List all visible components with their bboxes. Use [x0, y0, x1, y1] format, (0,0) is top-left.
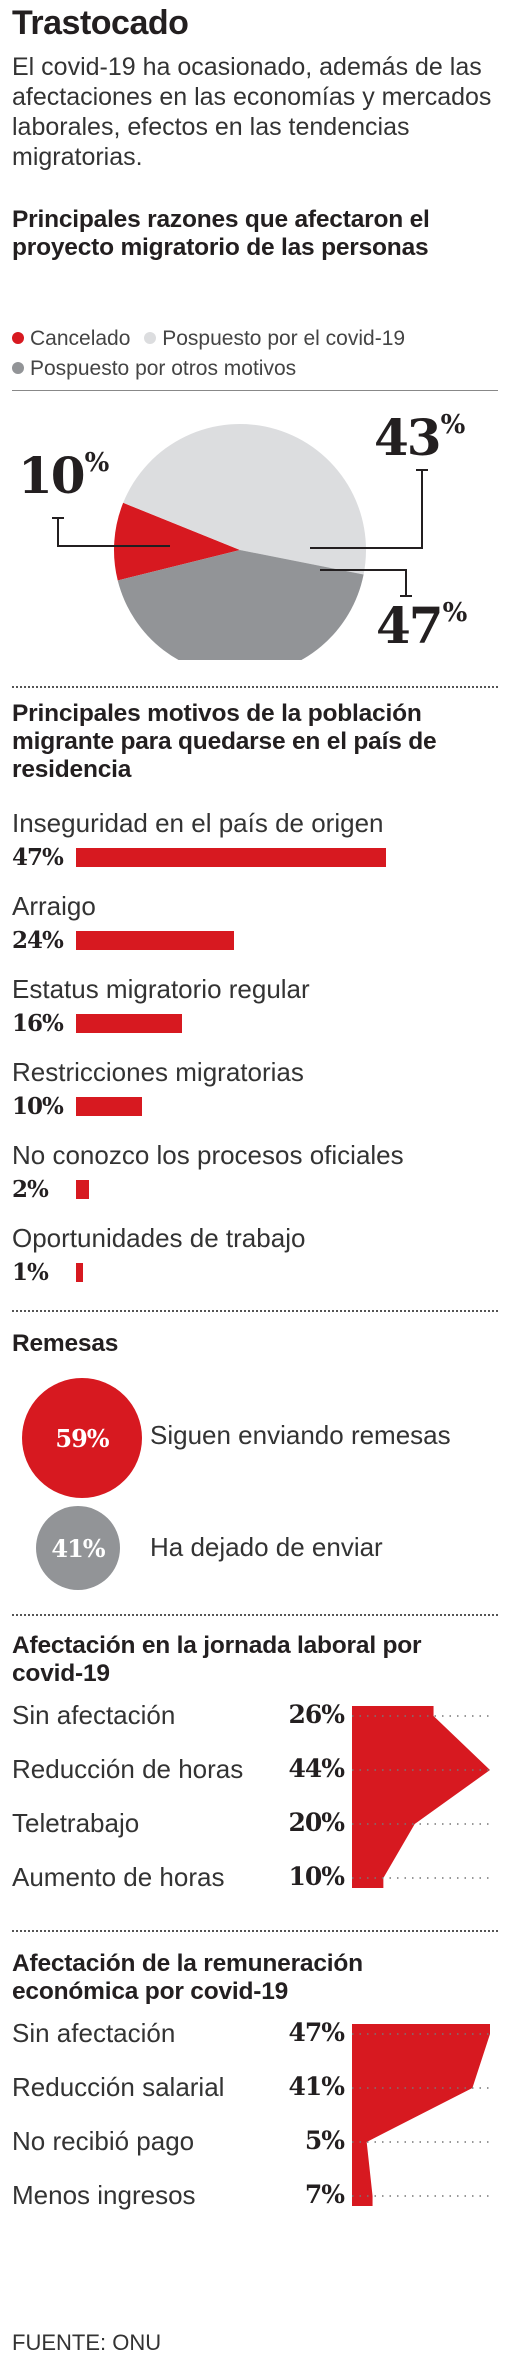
leader-line-10 — [57, 518, 170, 547]
area-category-label: Sin afectación — [12, 1700, 176, 1730]
bar — [76, 1263, 83, 1282]
area-category-label: Aumento de horas — [12, 1862, 225, 1892]
pie-chart — [52, 424, 428, 660]
pie-slice-pospuesto-otros — [117, 550, 364, 660]
section-divider — [12, 1930, 498, 1932]
section-divider — [12, 1614, 498, 1616]
pie-value-covid-unit: % — [442, 598, 468, 628]
legend-item-pospuesto-otros: Pospuesto por otros motivos — [12, 357, 296, 380]
bar — [76, 1014, 182, 1033]
pie-value-otros-unit: % — [440, 410, 466, 440]
legend-item-pospuesto-covid: Pospuesto por el covid-19 — [144, 327, 405, 350]
legend-label-cancelado: Cancelado — [30, 327, 131, 350]
pie-slice-cancelado — [114, 502, 240, 581]
area-category-label: Menos ingresos — [12, 2180, 196, 2210]
page-title: Trastocado — [12, 4, 189, 42]
area-value-label: 7% — [304, 2180, 345, 2209]
legend-dot-light-gray — [144, 332, 157, 344]
bar-category-label: Oportunidades de trabajo — [12, 1223, 306, 1253]
area-category-label: Reducción salarial — [12, 2072, 225, 2102]
leader-line-47 — [320, 569, 407, 596]
remesas-label-dejado: Ha dejado de enviar — [150, 1532, 383, 1562]
pie-value-cancelado-unit: % — [84, 448, 110, 478]
area-value-label: 47% — [288, 2018, 345, 2047]
pie-value-pospuesto-covid: 47% — [376, 596, 468, 655]
section-divider — [12, 1310, 498, 1312]
pie-value-covid-number: 47 — [376, 596, 444, 655]
bar-value-label: 10% — [12, 1093, 64, 1120]
legend-label-pospuesto-covid: Pospuesto por el covid-19 — [162, 327, 406, 350]
remuneracion-title: Afectación de la remuneración económica … — [12, 1950, 363, 2005]
pie-value-otros-number: 43 — [374, 408, 442, 467]
bar-value-label: 16% — [12, 1010, 64, 1037]
legend-dot-dark-gray — [12, 362, 24, 374]
area-shape — [352, 1706, 490, 1888]
pie-value-cancelado-number: 10 — [18, 446, 86, 505]
area-value-label: 26% — [288, 1700, 345, 1729]
pie-value-cancelado: 10% — [18, 446, 110, 505]
leader-line-43 — [310, 470, 423, 549]
pie-legend: Cancelado Pospuesto por el covid-19 Posp… — [12, 324, 502, 384]
bar-category-label: Estatus migratorio regular — [12, 974, 310, 1004]
area-category-label: Teletrabajo — [12, 1808, 140, 1838]
jornada-title: Afectación en la jornada laboral por cov… — [12, 1632, 422, 1687]
bar-value-label: 2% — [12, 1176, 49, 1203]
pie-chart-title: Principales razones que afectaron el pro… — [12, 206, 430, 261]
remesas-bubble-dejado: 41% — [36, 1506, 120, 1590]
legend-item-cancelado: Cancelado — [12, 327, 130, 350]
bar-value-label: 47% — [12, 844, 64, 871]
remesas-bubble-enviando: 59% — [22, 1378, 142, 1498]
bar-category-label: Inseguridad en el país de origen — [12, 808, 384, 838]
pie-value-pospuesto-otros: 43% — [374, 408, 466, 467]
area-category-label: Sin afectación — [12, 2018, 176, 2048]
bar-category-label: Arraigo — [12, 891, 96, 921]
legend-dot-red — [12, 332, 24, 344]
bar-category-label: Restricciones migratorias — [12, 1057, 304, 1087]
section-divider — [12, 686, 498, 688]
remuneracion-area — [352, 2024, 494, 2206]
area-value-label: 41% — [288, 2072, 345, 2101]
area-value-label: 44% — [288, 1754, 345, 1783]
pie-slice-pospuesto-covid — [123, 424, 366, 575]
jornada-area — [352, 1706, 494, 1888]
area-value-label: 10% — [288, 1862, 345, 1891]
area-category-label: Reducción de horas — [12, 1754, 244, 1784]
area-value-label: 5% — [304, 2126, 345, 2155]
legend-label-pospuesto-otros: Pospuesto por otros motivos — [30, 357, 297, 380]
bar — [76, 848, 386, 867]
bar-value-label: 24% — [12, 927, 64, 954]
bar — [76, 1097, 142, 1116]
divider-line — [12, 390, 498, 391]
source-note: FUENTE: ONU — [12, 2330, 162, 2355]
bar-category-label: No conozco los procesos oficiales — [12, 1140, 404, 1170]
intro-text: El covid-19 ha ocasionado, además de las… — [12, 53, 492, 171]
remesas-title: Remesas — [12, 1330, 119, 1357]
bar — [76, 1180, 90, 1199]
remesas-label-enviando: Siguen enviando remesas — [150, 1420, 451, 1450]
bar-chart-title: Principales motivos de la población migr… — [12, 700, 437, 783]
area-shape — [352, 2024, 490, 2206]
bar-value-label: 1% — [12, 1259, 49, 1286]
area-category-label: No recibió pago — [12, 2126, 195, 2156]
bar — [76, 931, 235, 950]
area-value-label: 20% — [288, 1808, 345, 1837]
